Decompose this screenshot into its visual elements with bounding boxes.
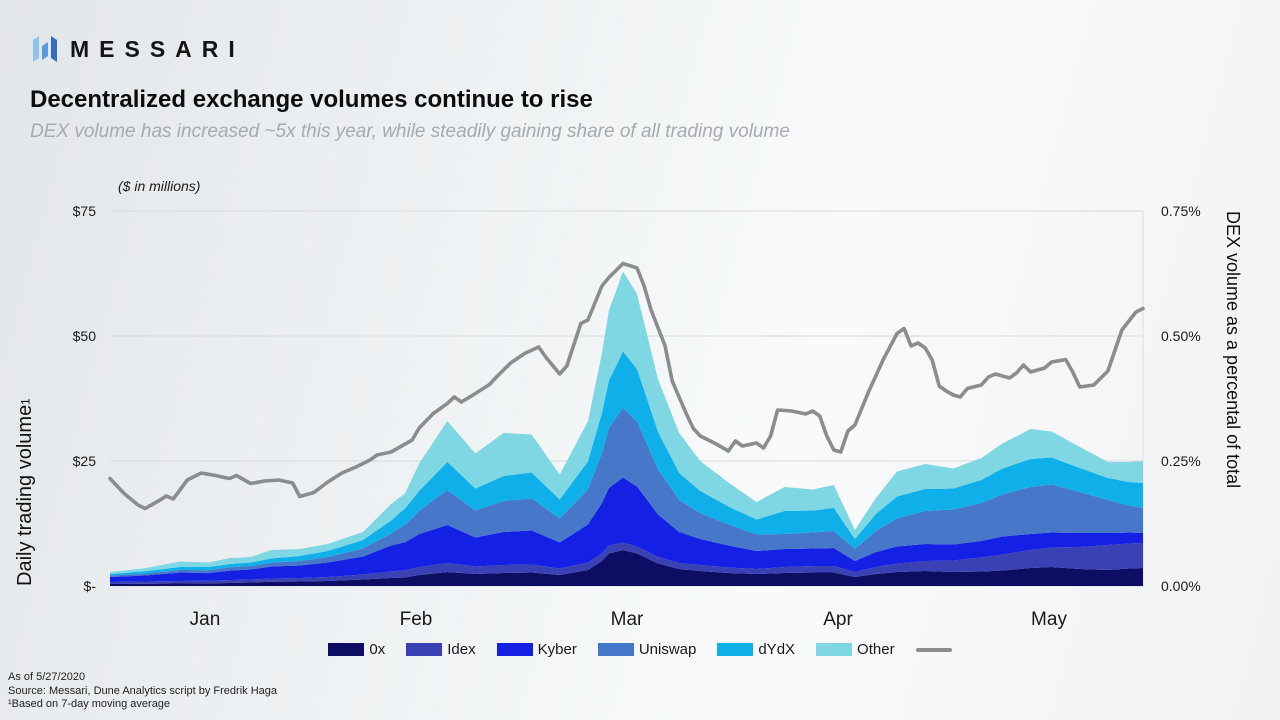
- area-Kyber: [110, 477, 1143, 582]
- svg-text:$75: $75: [73, 203, 97, 219]
- area-Uniswap: [110, 407, 1143, 577]
- messari-logo: MESSARI: [30, 33, 245, 65]
- svg-text:0.50%: 0.50%: [1161, 328, 1201, 344]
- legend-swatch-Kyber: [496, 643, 533, 656]
- svg-text:May: May: [1031, 609, 1067, 630]
- legend-label-Uniswap: Uniswap: [638, 641, 697, 658]
- stacked-areas: [110, 271, 1143, 586]
- legend-line-swatch: [915, 647, 952, 652]
- month-labels: Jan Feb Mar Apr May: [190, 609, 1068, 630]
- svg-text:$-: $-: [84, 578, 97, 594]
- svg-text:0.75%: 0.75%: [1161, 203, 1201, 219]
- legend-label-Other: Other: [857, 641, 895, 658]
- legend: 0x Idex Kyber Uniswap dYdX Other: [0, 641, 1280, 658]
- area-Other: [110, 271, 1143, 574]
- right-axis-ticks: 0.00% 0.25% 0.50% 0.75%: [1161, 203, 1201, 594]
- legend-label-0x: 0x: [369, 641, 386, 658]
- area-Idex: [110, 542, 1143, 584]
- legend-label-Idex: Idex: [447, 641, 476, 658]
- legend-swatch-0x: [328, 643, 365, 656]
- svg-text:0.00%: 0.00%: [1161, 578, 1201, 594]
- legend-item-Uniswap: Uniswap: [597, 641, 697, 658]
- legend-swatch-Uniswap: [597, 643, 634, 656]
- legend-item-Other: Other: [816, 641, 895, 658]
- footer-source: Source: Messari, Dune Analytics script b…: [8, 684, 277, 697]
- page-title: Decentralized exchange volumes continue …: [30, 86, 593, 113]
- area-0x: [110, 550, 1143, 586]
- legend-label-dYdX: dYdX: [758, 641, 796, 658]
- svg-text:Jan: Jan: [190, 609, 221, 630]
- page-subtitle: DEX volume has increased ~5x this year, …: [30, 121, 790, 142]
- footer: As of 5/27/2020 Source: Messari, Dune An…: [8, 671, 277, 712]
- messari-logo-icon: [33, 36, 57, 62]
- right-axis-label: DEX volume as a percental of total: [1223, 211, 1243, 489]
- units-note: ($ in millions): [118, 178, 201, 194]
- area-dYdX: [110, 351, 1143, 576]
- legend-item-Kyber: Kyber: [496, 641, 577, 658]
- footer-as-of: As of 5/27/2020: [8, 671, 86, 683]
- svg-text:Apr: Apr: [823, 609, 853, 630]
- legend-label-Kyber: Kyber: [537, 641, 577, 658]
- left-axis-ticks: $- $25 $50 $75: [73, 203, 97, 594]
- legend-swatch-dYdX: [717, 643, 754, 656]
- dex-share-line: [108, 261, 1145, 511]
- svg-text:0.25%: 0.25%: [1161, 453, 1201, 469]
- legend-swatch-Idex: [406, 643, 443, 656]
- brand-name: MESSARI: [70, 35, 245, 62]
- svg-text:Mar: Mar: [611, 609, 644, 630]
- legend-item-0x: 0x: [328, 641, 385, 658]
- svg-text:$25: $25: [73, 453, 97, 469]
- svg-text:$50: $50: [73, 328, 97, 344]
- legend-item-Idex: Idex: [406, 641, 476, 658]
- legend-item-dYdX: dYdX: [717, 641, 795, 658]
- footer-footnote: ¹Based on 7-day moving average: [8, 698, 171, 710]
- legend-swatch-Other: [816, 643, 853, 656]
- svg-text:Feb: Feb: [400, 609, 433, 630]
